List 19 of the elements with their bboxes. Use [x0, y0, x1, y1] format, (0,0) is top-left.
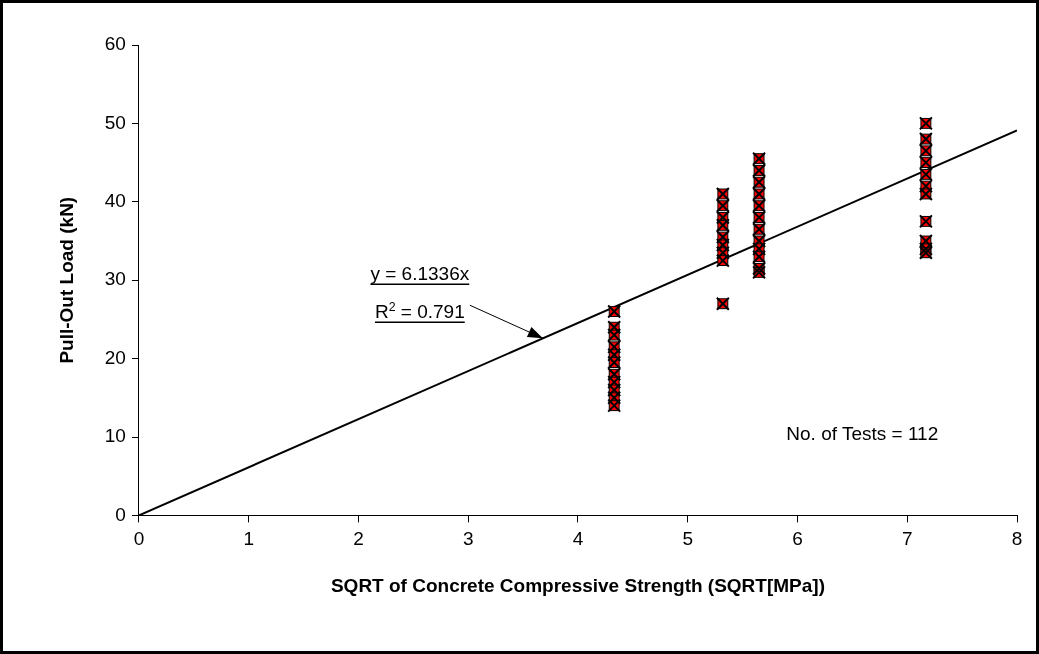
y-tick-label: 20 [104, 346, 126, 368]
annotation: No. of Tests = 112 [786, 423, 939, 445]
y-axis-title: Pull-Out Load (kN) [55, 196, 77, 364]
x-tick-label: 2 [353, 528, 364, 550]
x-axis-title: SQRT of Concrete Compressive Strength (SQRT[MPa]) [330, 574, 825, 596]
x-tick-label: 4 [572, 528, 584, 550]
y-tick-label: 10 [104, 425, 126, 447]
x-tick-label: 7 [901, 528, 913, 550]
x-tick-label: 1 [243, 528, 254, 550]
x-tick-label: 3 [462, 528, 474, 550]
x-tick-label: 8 [1011, 528, 1023, 550]
y-tick-label: 0 [115, 503, 126, 525]
y-tick-label: 50 [104, 111, 126, 133]
x-tick-label: 5 [682, 528, 694, 550]
y-tick-label: 30 [104, 268, 126, 290]
x-tick-label: 0 [133, 528, 145, 550]
y-tick-label: 60 [104, 33, 126, 55]
x-tick-label: 6 [792, 528, 803, 550]
y-tick-label: 40 [104, 190, 126, 212]
